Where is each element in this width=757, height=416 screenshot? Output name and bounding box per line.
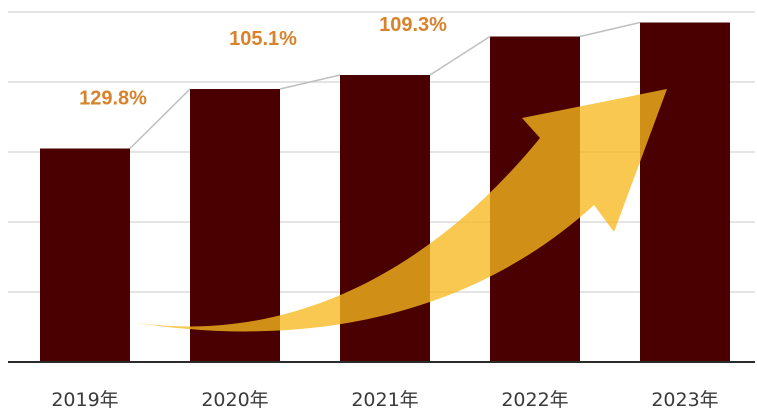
bar — [640, 22, 730, 362]
leader-lines — [129, 21, 641, 150]
bar — [40, 148, 130, 362]
data-labels: 129.8%105.1%109.3%104.5% — [79, 14, 447, 110]
x-tick-label: 2022年 — [501, 389, 568, 411]
leader-line — [129, 88, 191, 150]
data-label: 109.3% — [379, 14, 447, 36]
growth-arrow-shape — [120, 89, 667, 332]
data-label: 129.8% — [79, 88, 147, 110]
x-axis-tick-labels: 2019年 2020年 2021年 2022年 2023年 — [51, 389, 718, 411]
bar — [190, 89, 280, 362]
growth-arrow — [120, 89, 667, 332]
data-label: 105.1% — [229, 28, 297, 50]
leader-line — [279, 74, 341, 90]
leader-line — [579, 21, 641, 38]
x-tick-label: 2021年 — [351, 389, 418, 411]
leader-line — [429, 35, 491, 76]
x-tick-label: 2019年 — [51, 389, 118, 411]
x-tick-label: 2020年 — [201, 389, 268, 411]
x-tick-label: 2023年 — [651, 389, 718, 411]
